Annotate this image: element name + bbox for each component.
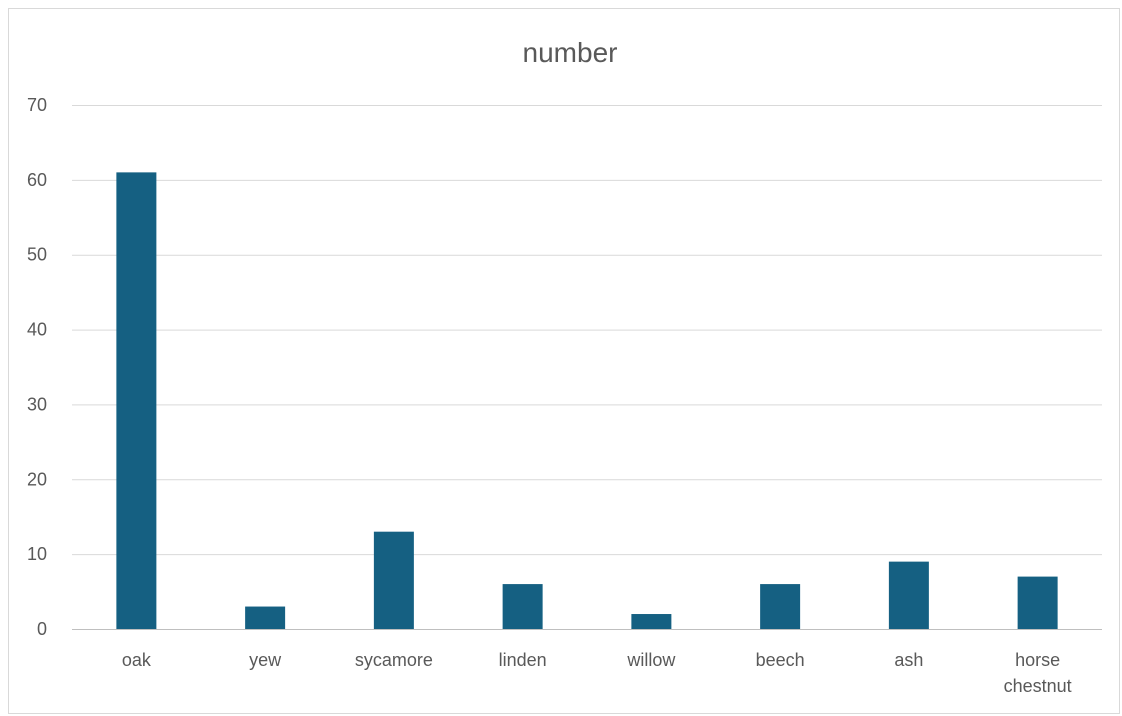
x-category-label: sycamore bbox=[355, 650, 433, 670]
bars bbox=[116, 172, 1058, 629]
y-tick-label: 10 bbox=[27, 544, 47, 564]
bar-beech bbox=[760, 584, 801, 629]
gridlines bbox=[72, 105, 1102, 630]
chart-frame bbox=[8, 8, 1120, 714]
y-tick-label: 20 bbox=[27, 469, 47, 489]
bar-yew bbox=[245, 606, 286, 629]
x-category-label: ash bbox=[894, 650, 923, 670]
bar-linden bbox=[502, 584, 543, 629]
y-tick-label: 40 bbox=[27, 320, 47, 340]
y-tick-label: 50 bbox=[27, 245, 47, 265]
x-category-label: horse chestnut bbox=[1004, 650, 1072, 696]
x-axis-category-labels: oak yew sycamore linden willow beech ash horse c… bbox=[122, 650, 1072, 696]
bar-sycamore bbox=[373, 531, 414, 629]
y-tick-label: 30 bbox=[27, 394, 47, 414]
x-category-label: willow bbox=[626, 650, 676, 670]
x-category-label: linden bbox=[499, 650, 547, 670]
x-category-label: beech bbox=[756, 650, 805, 670]
chart-title: number bbox=[523, 37, 618, 68]
x-category-label: yew bbox=[249, 650, 282, 670]
bar-oak bbox=[116, 172, 157, 629]
bar-ash bbox=[888, 561, 929, 629]
y-tick-label: 60 bbox=[27, 170, 47, 190]
bar-willow bbox=[631, 614, 672, 629]
bar-horse-chestnut bbox=[1017, 576, 1058, 629]
y-tick-label: 0 bbox=[37, 619, 47, 639]
y-tick-label: 70 bbox=[27, 95, 47, 115]
y-axis-tick-labels: 0 10 20 30 40 50 60 70 bbox=[27, 95, 47, 639]
x-category-label: oak bbox=[122, 650, 152, 670]
